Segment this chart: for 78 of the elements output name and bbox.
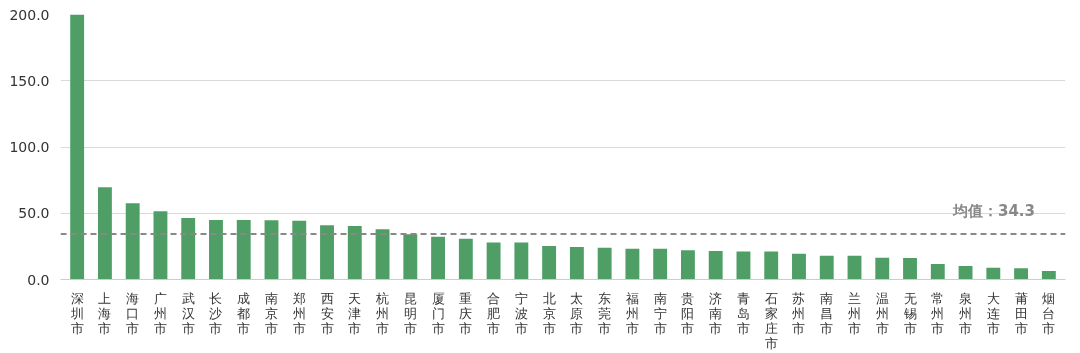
x-tick-label: 南宁市 [653,290,667,336]
x-tick-label: 合肥市 [487,290,501,336]
bar [958,266,973,280]
x-tick-label: 南京市 [264,290,278,336]
x-tick-label: 莆田市 [1014,290,1028,336]
bar [320,225,334,280]
x-tick-label: 昆明市 [403,290,417,336]
x-tick-label: 长沙市 [209,290,223,336]
x-tick-label: 烟台市 [1042,290,1056,336]
x-tick-label: 太原市 [570,290,584,336]
bar [375,229,390,280]
x-tick-label: 海口市 [126,290,140,336]
ref-line-label: 均值：34.3 [951,202,1035,221]
x-tick-label: 广州市 [153,290,167,336]
x-tick-label: 北京市 [542,290,556,336]
x-tick-label: 厦门市 [431,290,445,336]
x-tick-label: 常州市 [931,290,945,336]
bar [236,219,251,280]
y-tick-label: 0.0 [27,271,50,288]
bar [569,247,584,280]
bar [680,250,695,280]
x-tick-label: 贵阳市 [681,290,695,336]
bar [70,14,85,280]
bar [1041,271,1056,280]
x-tick-label: 天津市 [348,290,362,336]
bar [431,236,446,280]
bar [403,234,418,280]
x-tick-label: 兰州市 [848,290,862,336]
bar [847,255,862,280]
x-tick-label: 杭州市 [375,290,390,336]
bar [264,220,279,280]
y-tick-label: 100.0 [9,139,50,155]
bar [653,248,668,280]
bar [597,247,612,280]
x-tick-label: 温州市 [875,290,889,336]
x-tick-label: 石家庄市 [764,290,778,351]
bar [486,242,501,280]
x-tick-label: 郑州市 [292,290,306,336]
bar [708,250,723,280]
x-tick-label: 青岛市 [736,290,750,336]
bar [875,257,890,280]
bar [986,267,1001,280]
x-tick-label: 苏州市 [792,290,806,336]
x-tick-label: 济南市 [709,290,723,336]
y-tick-label: 50.0 [18,205,50,222]
bar [792,253,806,280]
x-tick-label: 南昌市 [820,290,834,336]
x-tick-label: 福州市 [625,290,639,336]
bar [819,255,834,280]
bar [930,264,945,280]
bar [153,211,168,280]
y-tick-label: 200.0 [9,6,50,23]
x-tick-label: 武汉市 [181,290,195,336]
bar [181,218,196,280]
x-tick-label: 上海市 [98,290,112,336]
bar [764,251,779,280]
x-tick-label: 重庆市 [459,290,473,336]
bar [1014,268,1029,280]
x-tick-label: 无锡市 [902,290,917,336]
x-tick-label: 西安市 [320,290,334,336]
bar [542,245,557,280]
x-tick-label: 东莞市 [598,290,612,336]
x-tick-label: 成都市 [237,290,251,336]
x-tick-label: 深圳市 [69,290,84,336]
bar [347,226,362,280]
bar [209,219,223,280]
bar [292,220,307,280]
bar [903,257,917,280]
bar [514,242,529,280]
x-tick-label: 大连市 [986,290,1000,336]
bar [736,251,751,280]
x-tick-label: 泉州市 [959,290,973,336]
bar [625,248,640,280]
bar [458,238,473,280]
bar [97,187,112,280]
y-tick-label: 150.0 [9,72,50,89]
bar [125,203,140,280]
x-tick-label: 宁波市 [514,290,528,336]
